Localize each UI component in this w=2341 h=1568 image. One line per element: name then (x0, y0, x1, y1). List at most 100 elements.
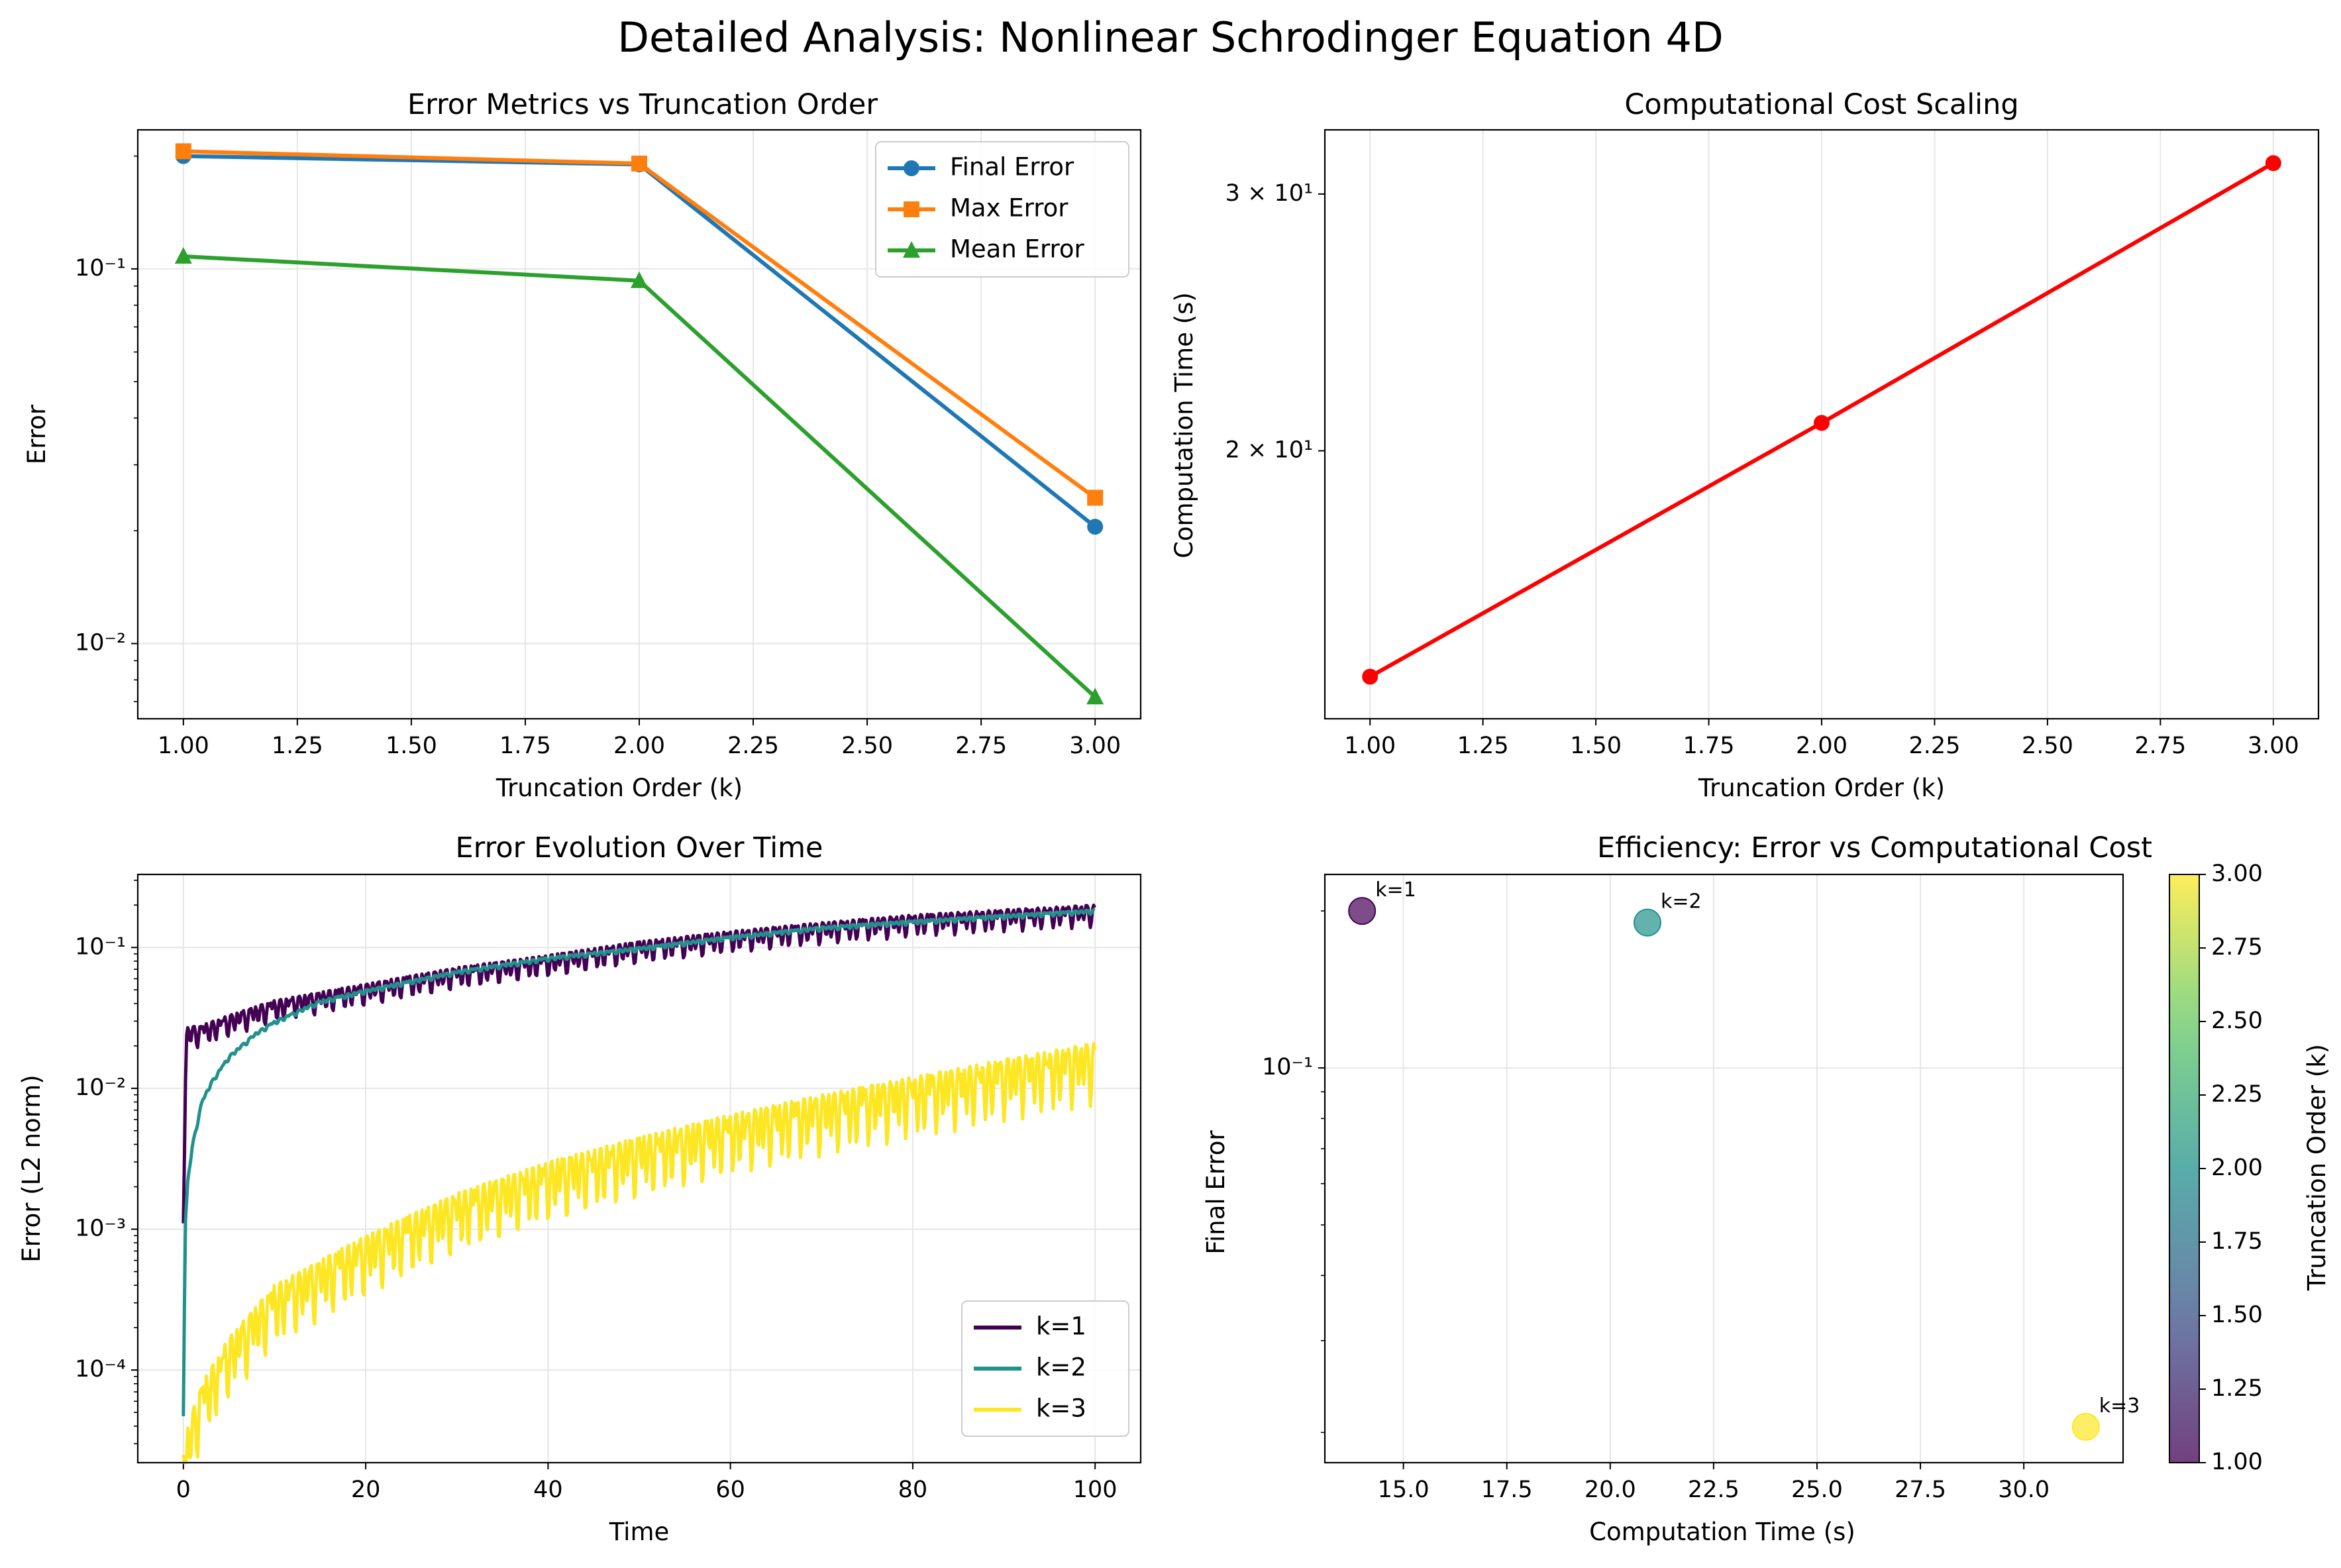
p4-xtick-label-2: 20.0 (1585, 1477, 1636, 1503)
p3-xtick-label-0: 0 (176, 1477, 191, 1503)
p4-xtick-label-4: 25.0 (1791, 1477, 1843, 1503)
p1-xtick-label-3: 1.75 (499, 733, 551, 759)
p2-point-2 (2265, 155, 2281, 172)
panel1-ylabel: Error (23, 404, 51, 464)
panel4-title: Efficiency: Error vs Computational Cost (1597, 831, 2152, 864)
p1-legend-label-2: Mean Error (950, 235, 1085, 264)
p4-xtick-label-3: 22.5 (1688, 1477, 1740, 1503)
p1-series-2-point-2 (1086, 688, 1104, 705)
panel-efficiency: Efficiency: Error vs Computational Cost … (1202, 831, 2331, 1546)
p2-axes-frame (1324, 129, 2320, 720)
p3-series-line-2 (182, 1041, 1097, 1465)
p1-legend-box (875, 141, 1129, 278)
p4-xtick-label-1: 17.5 (1481, 1477, 1533, 1503)
p2-ytick-label-1: 3 × 10¹ (1225, 180, 1313, 207)
p2-point-1 (1814, 415, 1830, 431)
panel-computational-cost: Computational Cost Scaling Truncation Or… (1170, 88, 2320, 802)
colorbar-tick-label-8: 3.00 (2211, 861, 2263, 887)
p3-ytick-label-2: 10⁻² (75, 1074, 126, 1101)
p1-legend-marker-2 (903, 241, 920, 258)
p3-xtick-label-3: 60 (715, 1477, 745, 1503)
p1-xtick-label-1: 1.25 (272, 733, 323, 759)
p4-xtick-label-0: 15.0 (1378, 1477, 1430, 1503)
p2-ytick-label-0: 2 × 10¹ (1225, 437, 1313, 464)
figure-suptitle: Detailed Analysis: Nonlinear Schrodinger… (617, 13, 1723, 62)
p1-series-2-point-0 (174, 246, 192, 264)
p1-xtick-label-7: 2.75 (955, 733, 1007, 759)
colorbar-tick-label-4: 2.00 (2211, 1155, 2263, 1181)
p1-axes-frame (136, 129, 1142, 720)
p2-xtick-label-3: 1.75 (1683, 733, 1735, 759)
colorbar-tick-label-6: 2.50 (2211, 1008, 2263, 1034)
p2-xtick-label-1: 1.25 (1457, 733, 1509, 759)
colorbar-tick-label-5: 2.25 (2211, 1081, 2263, 1108)
colorbar-tick-label-0: 1.00 (2211, 1449, 2263, 1475)
p1-legend-label-0: Final Error (950, 153, 1074, 182)
p4-xtick-label-6: 30.0 (1998, 1477, 2050, 1503)
p1-xtick-label-2: 1.50 (386, 733, 437, 759)
colorbar-label: Truncation Order (k) (2303, 1044, 2331, 1291)
p4-point-0 (1348, 897, 1377, 925)
p4-ytick-label-0: 10⁻¹ (1262, 1054, 1313, 1080)
colorbar-tick-label-1: 1.25 (2211, 1375, 2263, 1402)
p3-legend-label-0: k=1 (1036, 1312, 1086, 1341)
p4-axes-frame (1324, 873, 2124, 1464)
p4-point-2 (2071, 1412, 2100, 1441)
p4-point-label-2: k=3 (2099, 1394, 2140, 1418)
p4-point-label-0: k=1 (1375, 878, 1416, 902)
panel2-title: Computational Cost Scaling (1624, 88, 2018, 121)
panel-error-metrics: Error Metrics vs Truncation Order Trunca… (23, 88, 1142, 802)
p3-legend-label-1: k=2 (1036, 1353, 1086, 1382)
p4-xtick-label-5: 27.5 (1895, 1477, 1946, 1503)
p1-legend-marker-0 (904, 160, 919, 176)
p1-series-1-point-2 (1087, 490, 1104, 506)
p4-point-label-1: k=2 (1661, 890, 1702, 914)
p3-ytick-label-1: 10⁻³ (75, 1216, 126, 1242)
p4-point-1 (1633, 908, 1661, 937)
p3-ytick-label-3: 10⁻¹ (75, 933, 126, 960)
panel1-xlabel: Truncation Order (k) (495, 774, 743, 802)
colorbar-tick-label-2: 1.50 (2211, 1302, 2263, 1328)
panel4-ylabel: Final Error (1202, 1130, 1230, 1255)
p1-legend-marker-1 (904, 201, 919, 217)
p3-axes-frame (136, 873, 1142, 1464)
p3-xtick-label-1: 20 (351, 1477, 381, 1503)
p1-ytick-label-1: 10⁻¹ (75, 255, 126, 282)
p2-xtick-label-6: 2.50 (2022, 733, 2073, 759)
p1-ytick-label-0: 10⁻² (75, 630, 126, 656)
p1-series-0-point-2 (1087, 519, 1104, 535)
panel3-xlabel: Time (609, 1518, 670, 1546)
colorbar-tick-label-3: 1.75 (2211, 1228, 2263, 1255)
p3-series-line-1 (182, 908, 1096, 1416)
panel3-title: Error Evolution Over Time (456, 831, 823, 864)
p2-xtick-label-5: 2.25 (1908, 733, 1960, 759)
p3-legend-box (961, 1300, 1129, 1437)
p1-xtick-label-5: 2.25 (727, 733, 779, 759)
p1-xtick-label-8: 3.00 (1069, 733, 1121, 759)
colorbar-tick-label-7: 2.75 (2211, 934, 2263, 961)
p3-xtick-label-5: 100 (1073, 1477, 1118, 1503)
panel2-ylabel: Computation Time (s) (1170, 292, 1198, 558)
p3-xtick-label-2: 40 (533, 1477, 563, 1503)
colorbar-fill (2169, 874, 2199, 1463)
panel3-ylabel: Error (L2 norm) (17, 1074, 46, 1262)
p1-legend-label-1: Max Error (950, 194, 1068, 223)
p2-xtick-label-2: 1.50 (1570, 733, 1622, 759)
p3-legend-label-2: k=3 (1036, 1394, 1086, 1423)
p2-xtick-label-8: 3.00 (2248, 733, 2299, 759)
p3-xtick-label-4: 80 (898, 1477, 928, 1503)
panel1-title: Error Metrics vs Truncation Order (407, 88, 878, 121)
p1-series-1-point-1 (631, 155, 647, 172)
p2-xtick-label-0: 1.00 (1344, 733, 1396, 759)
p2-xtick-label-7: 2.75 (2134, 733, 2186, 759)
panel-error-evolution: Error Evolution Over Time Time Error (L2… (17, 831, 1142, 1546)
p1-series-2-point-1 (631, 271, 648, 288)
panel2-xlabel: Truncation Order (k) (1698, 774, 1945, 802)
p2-xtick-label-4: 2.00 (1796, 733, 1847, 759)
p1-xtick-label-6: 2.50 (841, 733, 893, 759)
p1-series-1-point-0 (175, 143, 191, 160)
p1-xtick-label-4: 2.00 (613, 733, 665, 759)
p2-point-0 (1362, 668, 1379, 685)
